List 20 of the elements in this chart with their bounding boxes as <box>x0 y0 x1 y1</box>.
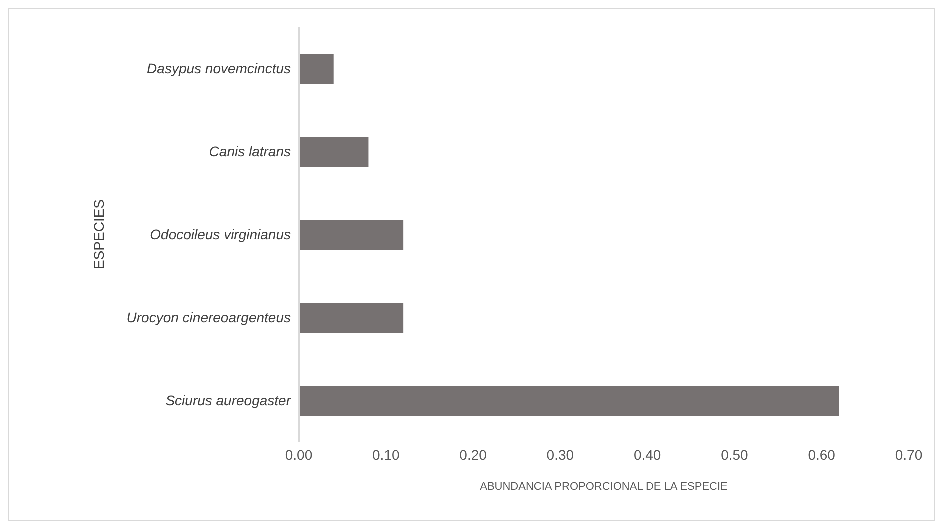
bar <box>299 220 404 250</box>
y-tick-label: Urocyon cinereoargenteus <box>126 309 291 326</box>
bar <box>299 303 404 333</box>
y-tick-label: Dasypus novemcinctus <box>147 60 291 76</box>
x-tick-label: 0.60 <box>808 446 836 463</box>
bar <box>299 137 369 167</box>
x-tick-label: 0.40 <box>634 446 662 463</box>
x-axis-title: ABUNDANCIA PROPORCIONAL DE LA ESPECIE <box>480 481 728 493</box>
x-tick-label: 0.70 <box>895 446 923 463</box>
x-tick-label: 0.20 <box>460 446 488 463</box>
x-tick-label: 0.10 <box>372 446 400 463</box>
x-tick-label: 0.30 <box>546 446 574 463</box>
bar <box>299 54 334 84</box>
x-tick-label: 0.50 <box>721 446 749 463</box>
bar <box>299 386 840 416</box>
y-tick-label: Canis latrans <box>209 143 291 160</box>
y-tick-label: Odocoileus virginianus <box>150 226 291 242</box>
y-axis-title: ESPECIES <box>90 199 107 270</box>
y-tick-label: Sciurus aureogaster <box>166 392 292 408</box>
x-tick-label: 0.00 <box>285 446 313 463</box>
